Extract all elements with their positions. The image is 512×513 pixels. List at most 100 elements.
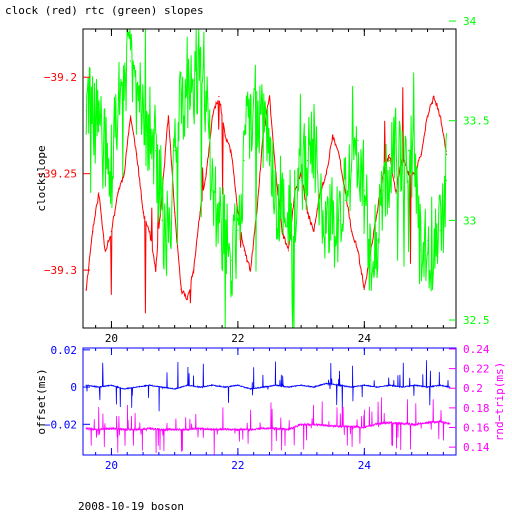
y-left-tick-label: 0.02 bbox=[51, 344, 78, 357]
x-tick-label: 20 bbox=[105, 459, 118, 472]
y-left-tick-label: −39.3 bbox=[44, 264, 77, 277]
data-point-green bbox=[148, 130, 150, 132]
data-point-blue bbox=[85, 384, 87, 386]
data-point-red bbox=[129, 115, 131, 117]
data-point-magenta bbox=[161, 428, 163, 431]
data-point-red bbox=[148, 230, 150, 233]
data-point-red bbox=[186, 298, 188, 300]
data-point-red bbox=[212, 115, 214, 117]
data-point-blue bbox=[186, 384, 188, 386]
data-point-green bbox=[351, 169, 353, 172]
chart-title: clock (red) rtc (green) slopes bbox=[5, 4, 204, 17]
data-point-blue bbox=[313, 386, 315, 388]
data-point-green bbox=[389, 160, 391, 162]
data-point-blue bbox=[275, 384, 277, 386]
data-point-red bbox=[193, 269, 195, 271]
y-right-tick-label: 0.18 bbox=[463, 402, 490, 415]
data-point-green bbox=[167, 239, 169, 241]
data-point-magenta bbox=[237, 428, 239, 431]
data-point-red bbox=[85, 288, 87, 290]
y-right-tick-label: 0.22 bbox=[463, 363, 490, 376]
data-point-red bbox=[332, 134, 334, 136]
data-point-red bbox=[439, 115, 441, 117]
data-point-green bbox=[370, 259, 372, 261]
data-point-red bbox=[180, 288, 182, 290]
data-point-red bbox=[231, 153, 233, 155]
data-point-magenta bbox=[313, 424, 315, 426]
x-tick-label: 24 bbox=[358, 332, 372, 345]
data-point-blue bbox=[110, 384, 112, 386]
data-point-red bbox=[91, 230, 94, 233]
data-point-magenta bbox=[212, 428, 214, 431]
data-point-magenta bbox=[98, 428, 100, 431]
data-point-green bbox=[256, 100, 258, 102]
data-point-red bbox=[142, 211, 144, 213]
data-point-green bbox=[338, 219, 340, 221]
data-point-green bbox=[161, 219, 163, 221]
data-point-blue bbox=[237, 384, 239, 386]
data-point-red bbox=[237, 211, 239, 213]
plot-frame bbox=[82, 28, 457, 329]
data-point-red bbox=[167, 115, 169, 117]
data-point-magenta bbox=[174, 428, 176, 431]
data-point-green bbox=[433, 249, 435, 251]
data-point-blue bbox=[212, 384, 214, 386]
data-point-blue bbox=[389, 384, 391, 386]
data-point-blue bbox=[439, 384, 441, 386]
data-point-green bbox=[357, 140, 359, 142]
series-line-magenta bbox=[85, 397, 450, 456]
y-left-tick-label: 0 bbox=[70, 381, 77, 394]
plot-frame bbox=[82, 347, 457, 456]
data-point-red bbox=[395, 192, 397, 194]
data-point-green bbox=[363, 189, 365, 192]
data-point-green bbox=[205, 110, 207, 112]
data-point-magenta bbox=[249, 428, 252, 431]
y-right-tick-label: 34 bbox=[463, 15, 477, 28]
data-point-green bbox=[313, 140, 315, 142]
data-point-red bbox=[218, 95, 220, 98]
y-left-axis-label: clockslope bbox=[35, 145, 48, 211]
data-point-magenta bbox=[449, 423, 451, 425]
data-point-red bbox=[117, 192, 119, 194]
data-point-green bbox=[123, 70, 125, 72]
y-left-tick-label: −0.02 bbox=[44, 418, 77, 431]
y-right-tick-label: 32.5 bbox=[463, 314, 490, 327]
data-point-green bbox=[104, 150, 106, 152]
data-point-blue bbox=[325, 382, 327, 384]
data-point-green bbox=[427, 239, 429, 241]
data-point-blue bbox=[98, 386, 100, 388]
data-point-red bbox=[123, 173, 125, 175]
x-tick-label: 22 bbox=[231, 459, 244, 472]
data-point-green bbox=[306, 160, 308, 162]
data-point-green bbox=[174, 150, 176, 152]
data-point-green bbox=[395, 140, 397, 142]
data-point-magenta bbox=[376, 423, 378, 425]
data-point-blue bbox=[414, 384, 416, 386]
data-point-green bbox=[142, 110, 144, 112]
footer-label: 2008-10-19 boson bbox=[78, 500, 184, 513]
data-point-green bbox=[237, 229, 239, 231]
data-point-red bbox=[306, 211, 308, 213]
data-point-blue bbox=[351, 386, 353, 388]
data-point-blue bbox=[224, 386, 226, 388]
data-point-green bbox=[186, 80, 188, 82]
data-point-blue bbox=[363, 384, 365, 386]
data-point-magenta bbox=[338, 425, 340, 428]
y-right-tick-label: 0.24 bbox=[463, 343, 490, 356]
data-point-red bbox=[376, 211, 378, 213]
data-point-green bbox=[287, 209, 290, 211]
data-point-green bbox=[344, 199, 346, 201]
data-point-green bbox=[129, 60, 131, 62]
data-point-green bbox=[414, 160, 416, 162]
data-point-magenta bbox=[123, 428, 125, 431]
y-right-tick-label: 0.2 bbox=[463, 382, 483, 395]
data-point-blue bbox=[376, 386, 378, 388]
data-point-magenta bbox=[414, 424, 416, 426]
data-point-red bbox=[205, 173, 207, 175]
data-point-magenta bbox=[136, 428, 138, 431]
y-left-tick-label: −39.2 bbox=[44, 71, 77, 84]
data-point-green bbox=[294, 209, 296, 211]
data-point-blue bbox=[136, 386, 138, 388]
data-point-blue bbox=[300, 384, 302, 386]
